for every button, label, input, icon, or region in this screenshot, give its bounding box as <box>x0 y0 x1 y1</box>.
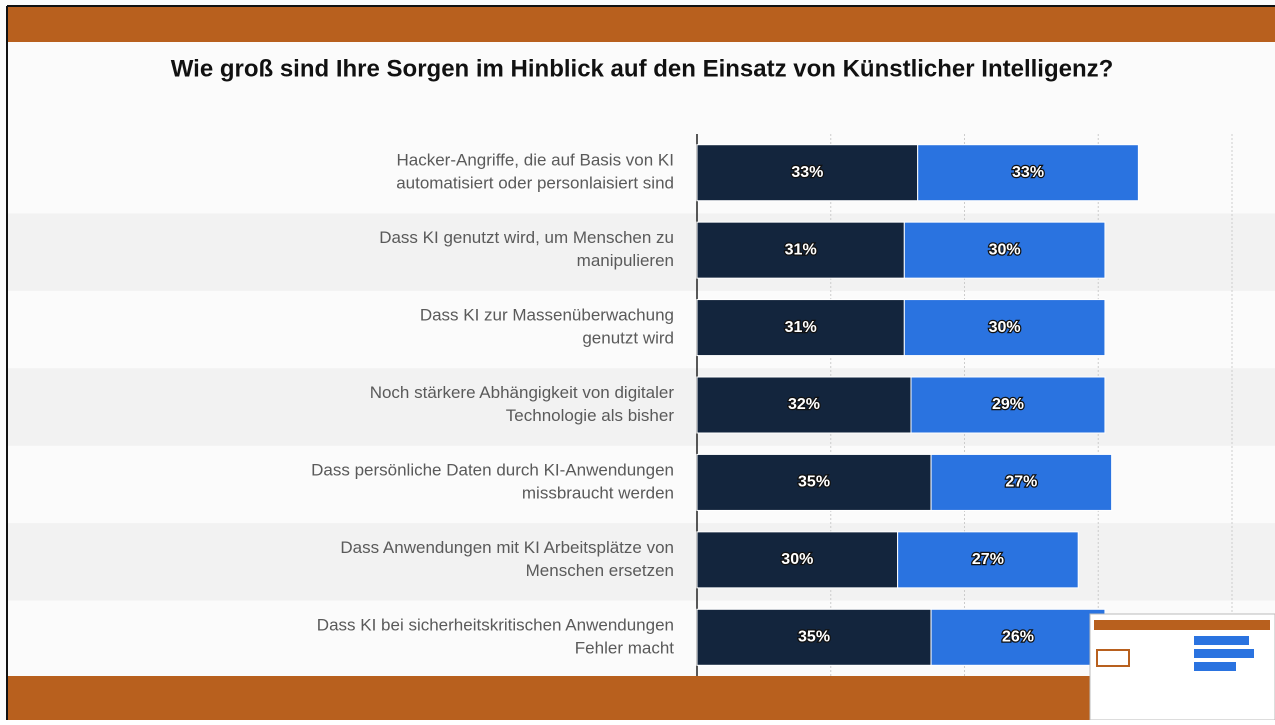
bar-segment <box>696 144 919 202</box>
bar-segment <box>696 376 912 434</box>
bar-segment <box>930 453 1113 511</box>
category-label: Hacker-Angriffe, die auf Basis von KI <box>397 151 675 170</box>
data-label: 30% <box>989 319 1021 336</box>
bar-segment <box>903 221 1106 279</box>
data-label: 30% <box>989 241 1021 258</box>
bar-segment <box>903 299 1106 357</box>
thumbnail-bar <box>1194 649 1254 658</box>
category-label: Dass KI genutzt wird, um Menschen zu <box>379 228 674 247</box>
thumbnail-box <box>1096 649 1130 667</box>
category-label: Dass KI bei sicherheitskritischen Anwend… <box>317 615 674 634</box>
thumbnail-band <box>1094 620 1270 630</box>
category-label: Noch stärkere Abhängigkeit von digitaler <box>370 383 675 402</box>
data-label: 30% <box>781 551 813 568</box>
bottom-band <box>8 676 1275 720</box>
thumbnail-bar <box>1194 662 1236 671</box>
bar-segment <box>910 376 1106 434</box>
data-label: 27% <box>1005 474 1037 491</box>
data-label: 31% <box>785 319 817 336</box>
data-label: 27% <box>972 551 1004 568</box>
bar-segment <box>696 453 932 511</box>
category-label: genutzt wird <box>582 329 674 348</box>
category-label: missbraucht werden <box>522 483 674 502</box>
bar-segment <box>696 299 905 357</box>
category-label: manipulieren <box>577 251 674 270</box>
bar-segment <box>696 608 932 666</box>
bar-segment <box>930 608 1106 666</box>
thumbnail-bar <box>1194 636 1249 645</box>
bar-segment <box>917 144 1139 202</box>
category-label: Technologie als bisher <box>506 406 675 425</box>
data-label: 33% <box>1012 164 1044 181</box>
data-label: 32% <box>788 396 820 413</box>
chart-title: Wie groß sind Ihre Sorgen im Hinblick au… <box>171 55 1114 82</box>
data-label: 26% <box>1002 629 1034 646</box>
data-label: 29% <box>992 396 1024 413</box>
top-band <box>6 6 1275 42</box>
data-label: 35% <box>798 474 830 491</box>
bar-segment <box>897 531 1079 589</box>
data-label: 35% <box>798 629 830 646</box>
category-label: Dass KI zur Massenüberwachung <box>420 306 674 325</box>
data-label: 31% <box>785 241 817 258</box>
category-label: Dass Anwendungen mit KI Arbeitsplätze vo… <box>340 538 674 557</box>
category-label: Dass persönliche Daten durch KI-Anwendun… <box>311 460 674 479</box>
category-label: Fehler macht <box>575 638 674 657</box>
data-label: 33% <box>791 164 823 181</box>
category-label: automatisiert oder personlaisiert sind <box>396 174 674 193</box>
bar-segment <box>696 221 905 279</box>
bar-segment <box>696 531 899 589</box>
category-label: Menschen ersetzen <box>526 561 674 580</box>
plot: Hacker-Angriffe, die auf Basis von KI aut… <box>8 134 1275 676</box>
